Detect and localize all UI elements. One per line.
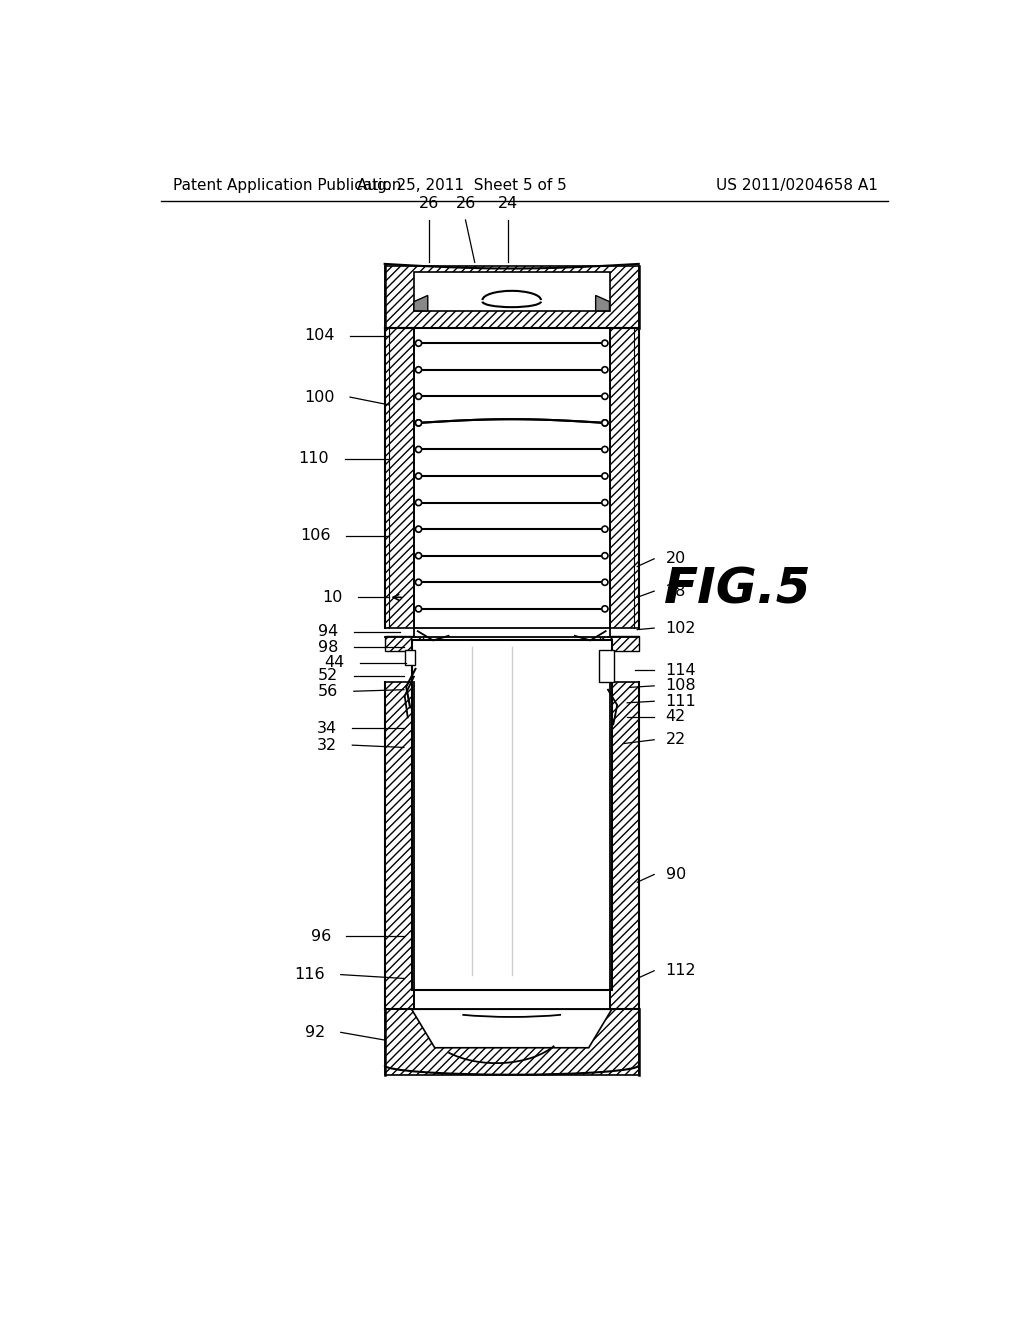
Text: 24: 24 [498, 195, 518, 211]
Text: 98: 98 [318, 640, 339, 655]
Text: Patent Application Publication: Patent Application Publication [173, 178, 401, 193]
Bar [412, 640, 611, 990]
Text: 106: 106 [300, 528, 331, 544]
Text: 92: 92 [305, 1024, 326, 1040]
Circle shape [416, 579, 422, 585]
Circle shape [602, 527, 608, 532]
Bar [414, 628, 609, 638]
Text: 56: 56 [318, 684, 339, 698]
Bar [385, 1010, 639, 1074]
Circle shape [602, 341, 608, 346]
Circle shape [416, 553, 422, 558]
Circle shape [602, 446, 608, 453]
Bar [385, 327, 414, 628]
Polygon shape [414, 296, 428, 312]
Bar [609, 327, 639, 628]
Text: 44: 44 [325, 655, 345, 671]
Circle shape [602, 420, 608, 426]
Text: 94: 94 [318, 624, 339, 639]
Text: 90: 90 [666, 867, 686, 882]
Circle shape [416, 420, 422, 426]
Circle shape [416, 527, 422, 532]
Circle shape [602, 553, 608, 558]
Text: US 2011/0204658 A1: US 2011/0204658 A1 [716, 178, 878, 193]
Text: 28: 28 [666, 583, 686, 599]
Circle shape [416, 341, 422, 346]
Bar [600, 636, 639, 651]
Bar [385, 682, 414, 1010]
Circle shape [416, 446, 422, 453]
Text: 100: 100 [304, 389, 335, 405]
Text: 111: 111 [666, 694, 696, 709]
Bar [609, 682, 639, 1010]
Circle shape [416, 606, 422, 612]
Bar [599, 649, 614, 682]
Circle shape [602, 393, 608, 400]
Bar [414, 272, 609, 312]
Text: 110: 110 [299, 451, 330, 466]
Circle shape [602, 473, 608, 479]
Text: 116: 116 [295, 968, 326, 982]
Bar [385, 636, 423, 651]
Circle shape [416, 420, 422, 426]
Text: 104: 104 [304, 327, 335, 343]
Circle shape [416, 367, 422, 372]
Text: 32: 32 [316, 738, 337, 752]
Text: 22: 22 [666, 733, 686, 747]
Text: 20: 20 [666, 552, 686, 566]
Text: 96: 96 [310, 928, 331, 944]
Text: 102: 102 [666, 620, 696, 636]
Text: 42: 42 [666, 709, 686, 725]
Circle shape [416, 499, 422, 506]
Polygon shape [412, 1010, 611, 1048]
Text: 10: 10 [322, 590, 342, 605]
Text: FIG.5: FIG.5 [665, 565, 812, 614]
Circle shape [602, 606, 608, 612]
Text: Aug. 25, 2011  Sheet 5 of 5: Aug. 25, 2011 Sheet 5 of 5 [356, 178, 566, 193]
Circle shape [602, 367, 608, 372]
Text: 52: 52 [318, 668, 339, 684]
Text: 26: 26 [419, 195, 439, 211]
Text: 112: 112 [666, 964, 696, 978]
Text: 26: 26 [456, 195, 475, 211]
Text: 114: 114 [666, 663, 696, 678]
Circle shape [602, 579, 608, 585]
Circle shape [602, 420, 608, 426]
Bar [404, 649, 416, 665]
Circle shape [416, 473, 422, 479]
Circle shape [602, 499, 608, 506]
Polygon shape [596, 296, 609, 312]
Circle shape [416, 393, 422, 400]
Text: 108: 108 [666, 678, 696, 693]
Bar [385, 267, 639, 327]
Text: 34: 34 [316, 721, 337, 735]
